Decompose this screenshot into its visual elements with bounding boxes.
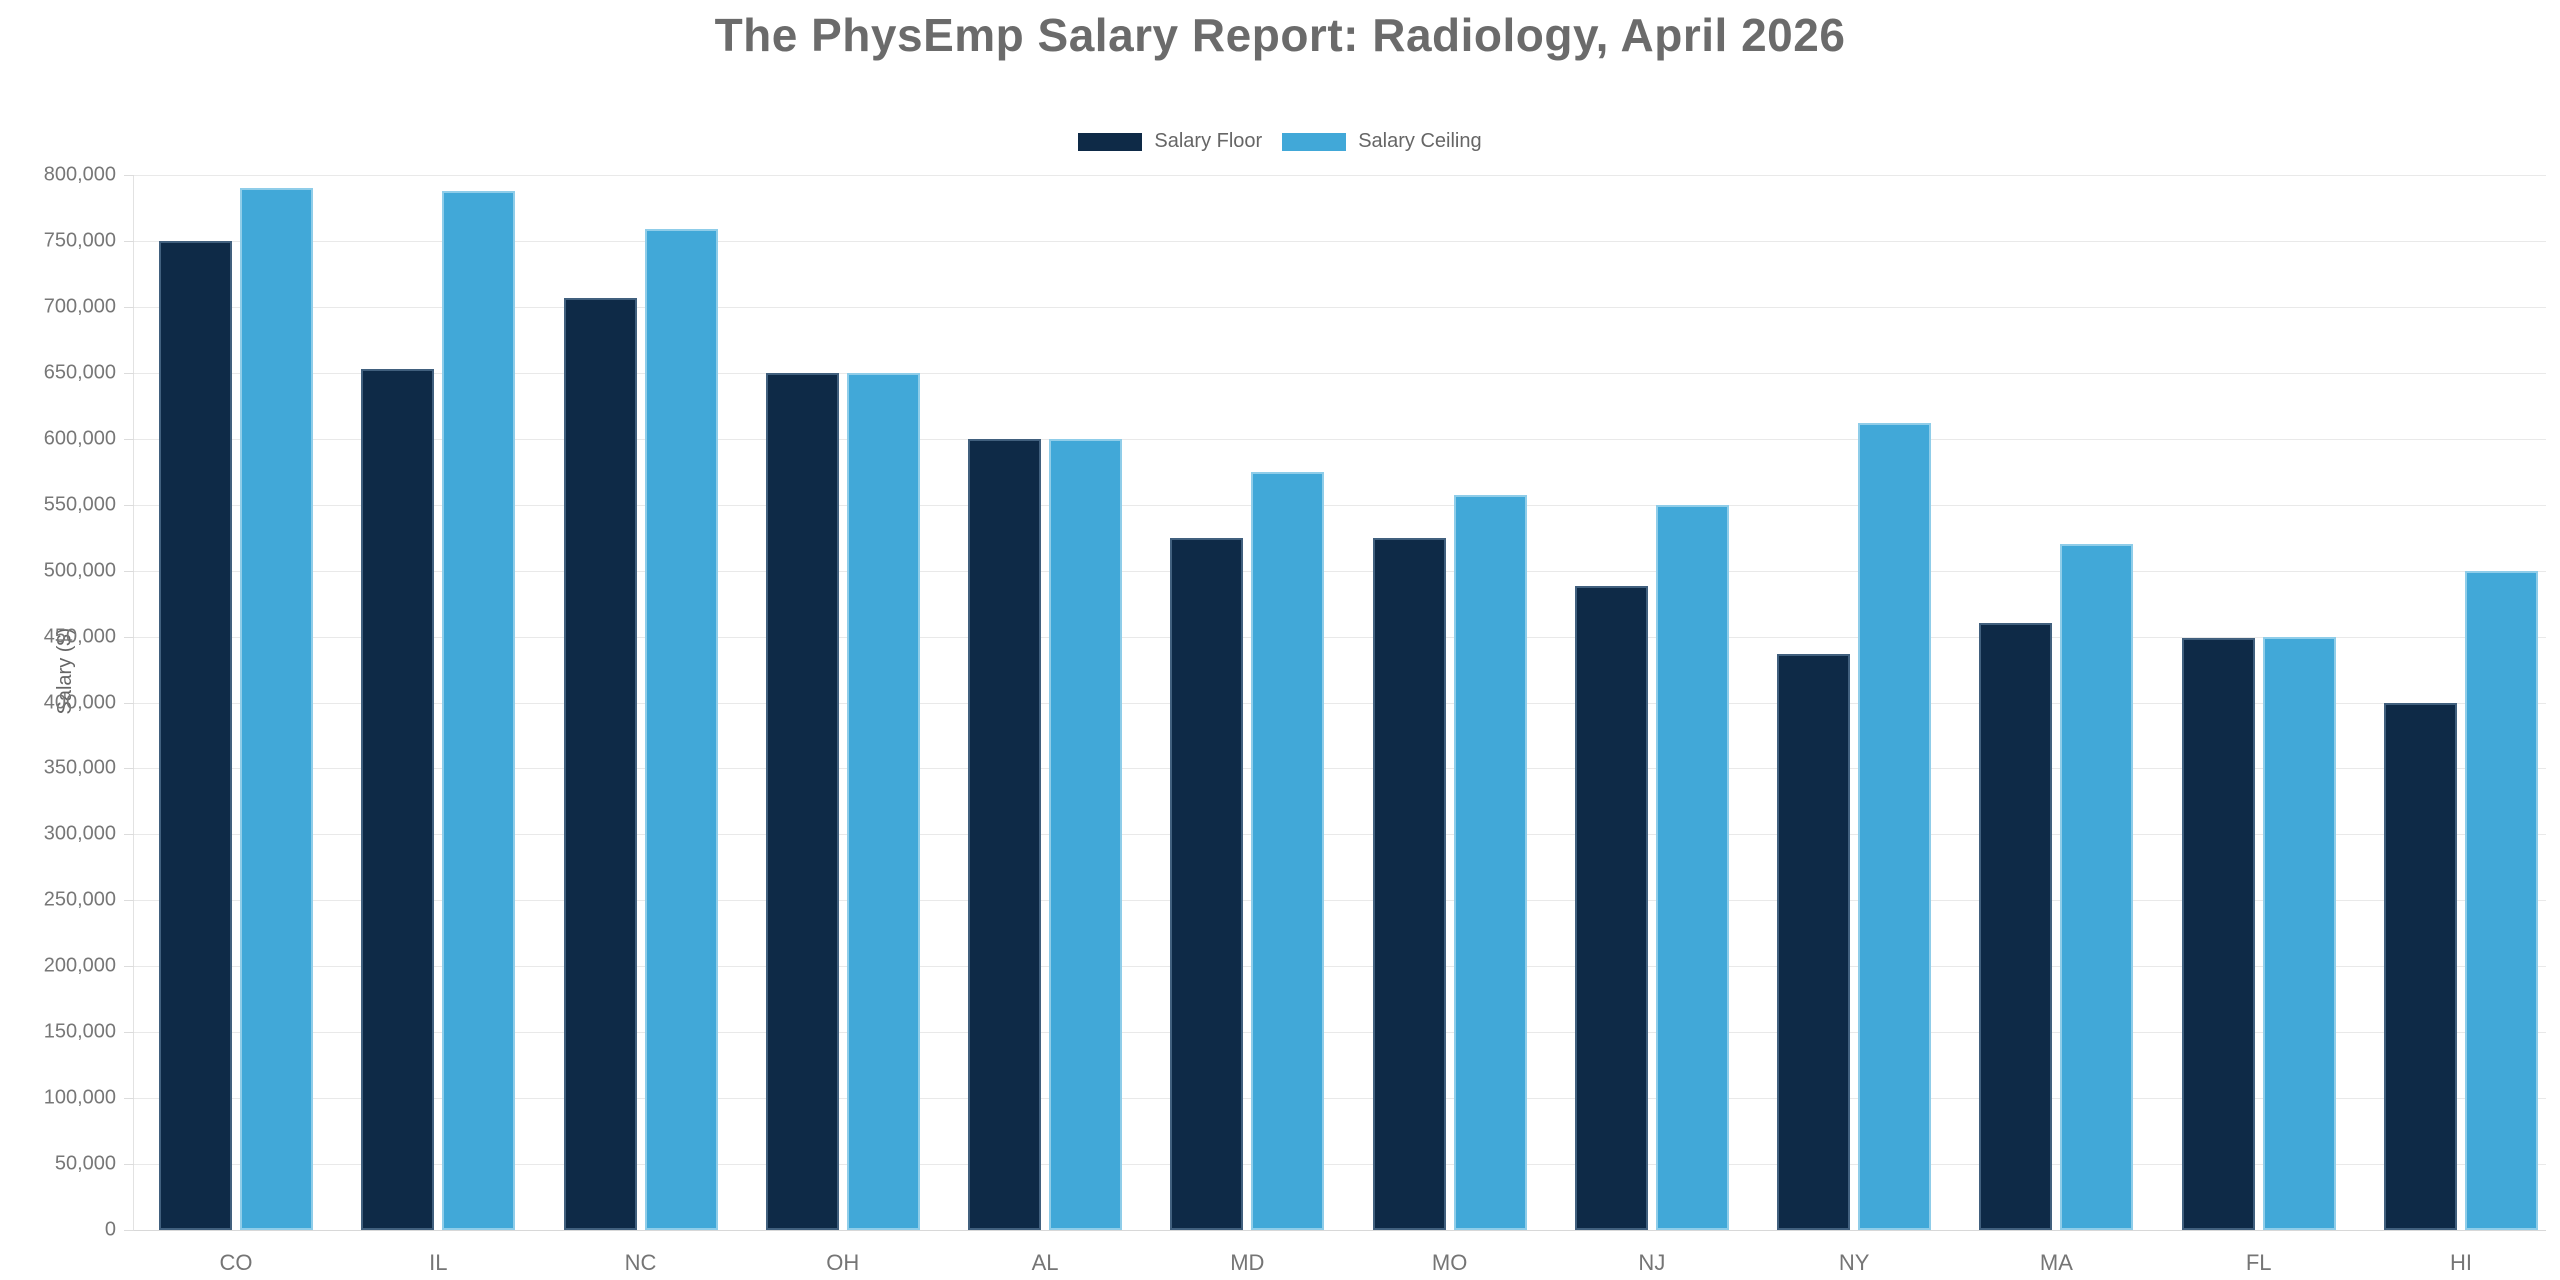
legend-swatch-salary-ceiling (1282, 132, 1347, 151)
gridline-400-000 (134, 702, 2546, 704)
y-tick-mark-650-000 (124, 372, 134, 374)
y-tick-label-650-000: 650,000 (43, 361, 116, 384)
legend-item-salary-ceiling[interactable]: Salary Ceiling (1282, 130, 1482, 153)
x-tick-label-nc: NC (624, 1250, 657, 1275)
y-tick-mark-200-000 (124, 966, 134, 968)
gridline-650-000 (134, 372, 2546, 374)
x-tick-label-co: CO (219, 1250, 253, 1275)
y-tick-mark-50-000 (124, 1164, 134, 1166)
y-tick-label-150-000: 150,000 (43, 1020, 116, 1043)
bar-salary-floor-oh[interactable] (765, 372, 839, 1230)
y-tick-label-300-000: 300,000 (43, 822, 116, 845)
y-tick-mark-400-000 (124, 702, 134, 704)
y-tick-mark-250-000 (124, 900, 134, 902)
bar-salary-floor-hi[interactable] (2383, 702, 2457, 1230)
y-tick-mark-0 (124, 1230, 134, 1231)
gridline-350-000 (134, 768, 2546, 770)
bar-salary-ceiling-hi[interactable] (2464, 570, 2538, 1230)
y-tick-label-550-000: 550,000 (43, 493, 116, 516)
x-tick-label-oh: OH (826, 1250, 860, 1275)
bar-salary-ceiling-il[interactable] (442, 191, 516, 1230)
plot-area: Salary ($) 800,000 750,000 700,000 650,000 6… (44, 164, 2546, 1275)
bar-salary-floor-ma[interactable] (1979, 623, 2053, 1230)
y-tick-label-350-000: 350,000 (43, 756, 116, 779)
x-tick-label-nj: NJ (1638, 1250, 1666, 1275)
bar-salary-ceiling-co[interactable] (240, 188, 313, 1230)
x-tick-label-al: AL (1031, 1250, 1059, 1275)
y-tick-mark-600-000 (124, 438, 134, 440)
y-tick-mark-750-000 (124, 240, 134, 242)
legend-swatch-salary-floor (1078, 132, 1143, 151)
gridline-300-000 (134, 834, 2546, 836)
bar-salary-floor-il[interactable] (361, 368, 435, 1230)
y-tick-mark-700-000 (124, 306, 134, 308)
gridline-500-000 (134, 570, 2546, 572)
y-tick-mark-450-000 (124, 636, 134, 638)
bar-salary-ceiling-nc[interactable] (644, 229, 718, 1230)
gridline-450-000 (134, 636, 2546, 638)
bar-salary-floor-md[interactable] (1170, 537, 1244, 1230)
chart-legend: Salary Floor Salary Ceiling (0, 130, 2560, 153)
y-tick-label-400-000: 400,000 (43, 691, 116, 713)
y-tick-label-500-000: 500,000 (43, 559, 116, 582)
y-tick-label-200-000: 200,000 (43, 954, 116, 977)
bar-salary-floor-ny[interactable] (1777, 653, 1851, 1230)
y-tick-mark-150-000 (124, 1032, 134, 1034)
chart-title: The PhysEmp Salary Report: Radiology, Ap… (714, 9, 1846, 61)
y-tick-mark-800-000 (124, 175, 134, 176)
bar-salary-ceiling-oh[interactable] (846, 372, 920, 1230)
x-tick-label-ny: NY (1838, 1250, 1870, 1275)
gridline-800-000 (134, 175, 2546, 176)
x-tick-label-fl: FL (2245, 1250, 2272, 1275)
bar-salary-floor-al[interactable] (968, 438, 1042, 1230)
gridline-250-000 (134, 900, 2546, 902)
gridline-700-000 (134, 306, 2546, 308)
y-tick-label-0: 0 (104, 1218, 116, 1241)
y-tick-mark-300-000 (124, 834, 134, 836)
gridline-750-000 (134, 240, 2546, 242)
bar-salary-ceiling-ma[interactable] (2060, 544, 2134, 1230)
x-tick-label-hi: HI (2449, 1250, 2472, 1275)
bar-salary-ceiling-md[interactable] (1251, 471, 1325, 1230)
gridline-150-000 (134, 1032, 2546, 1034)
x-tick-label-mo: MO (1431, 1250, 1468, 1275)
y-tick-label-50-000: 50,000 (54, 1152, 116, 1175)
y-tick-label-750-000: 750,000 (43, 229, 116, 252)
gridline-100-000 (134, 1098, 2546, 1100)
y-tick-mark-500-000 (124, 570, 134, 572)
legend-item-salary-floor[interactable]: Salary Floor (1078, 130, 1262, 153)
bar-salary-ceiling-ny[interactable] (1858, 422, 1932, 1230)
y-tick-label-250-000: 250,000 (43, 888, 116, 911)
bar-salary-floor-fl[interactable] (2181, 637, 2255, 1230)
legend-label-salary-floor: Salary Floor (1154, 130, 1263, 152)
gridline-600-000 (134, 438, 2546, 440)
x-tick-label-md: MD (1230, 1250, 1265, 1275)
y-tick-mark-550-000 (124, 504, 134, 506)
x-tick-label-ma: MA (2039, 1250, 2073, 1275)
bar-salary-floor-nj[interactable] (1574, 586, 1648, 1230)
y-tick-label-800-000: 800,000 (43, 163, 116, 186)
bar-salary-floor-nc[interactable] (563, 297, 637, 1230)
gridline-50-000 (134, 1164, 2546, 1166)
y-tick-mark-100-000 (124, 1098, 134, 1100)
bar-salary-floor-co[interactable] (159, 240, 232, 1230)
gridline-550-000 (134, 504, 2546, 506)
y-tick-label-700-000: 700,000 (43, 295, 116, 318)
legend-label-salary-ceiling: Salary Ceiling (1358, 130, 1482, 152)
y-tick-label-600-000: 600,000 (43, 427, 116, 450)
y-tick-label-450-000: 450,000 (43, 625, 116, 648)
y-tick-label-100-000: 100,000 (43, 1086, 116, 1109)
bar-salary-ceiling-nj[interactable] (1655, 504, 1729, 1230)
x-tick-label-il: IL (429, 1250, 448, 1275)
y-tick-mark-350-000 (124, 768, 134, 770)
bar-salary-floor-mo[interactable] (1372, 537, 1446, 1230)
bar-salary-ceiling-mo[interactable] (1453, 495, 1527, 1230)
bar-salary-ceiling-al[interactable] (1049, 438, 1123, 1230)
bar-salary-ceiling-fl[interactable] (2262, 636, 2336, 1230)
gridline-200-000 (134, 966, 2546, 968)
